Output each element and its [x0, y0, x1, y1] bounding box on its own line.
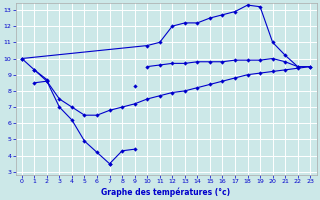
X-axis label: Graphe des températures (°c): Graphe des températures (°c): [101, 187, 231, 197]
